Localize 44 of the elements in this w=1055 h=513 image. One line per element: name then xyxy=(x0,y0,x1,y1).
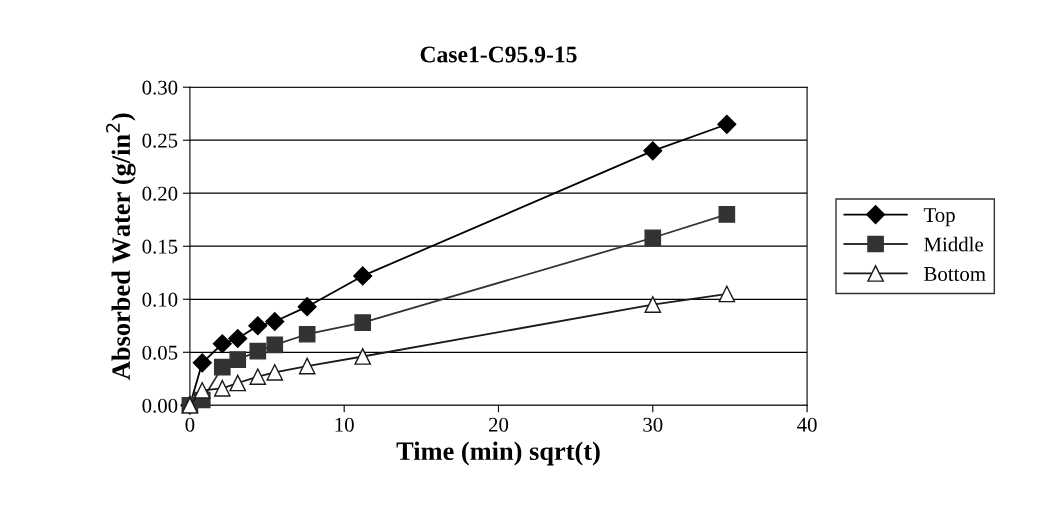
point xyxy=(228,328,248,349)
point xyxy=(297,297,317,317)
point xyxy=(644,229,662,247)
y-tick-label: 0.05 xyxy=(142,345,178,360)
point xyxy=(249,368,267,385)
point xyxy=(213,358,231,376)
point xyxy=(718,285,736,303)
point xyxy=(229,374,247,392)
y-tick-label: 0.00 xyxy=(142,398,178,413)
point xyxy=(213,379,231,397)
point xyxy=(298,325,316,343)
point xyxy=(249,342,267,360)
point xyxy=(193,382,211,399)
x-tick-label: 30 xyxy=(643,417,663,432)
point xyxy=(644,296,662,313)
point xyxy=(266,336,284,354)
point xyxy=(229,351,247,369)
x-tick-label: 40 xyxy=(797,417,817,432)
legend-label: Top xyxy=(923,208,955,227)
x-tick-label: 10 xyxy=(335,417,354,432)
point xyxy=(248,316,268,336)
point xyxy=(354,314,372,331)
point xyxy=(192,353,212,373)
point xyxy=(717,114,737,134)
y-tick-label: 0.25 xyxy=(142,133,178,148)
x-tick-label: 20 xyxy=(488,417,509,432)
y-tick-label: 0.10 xyxy=(142,292,178,307)
point xyxy=(643,141,663,161)
legend-label: Bottom xyxy=(924,267,986,281)
point xyxy=(298,357,316,375)
y-axis-title: Absorbed Water (g/in$^{2}$) xyxy=(106,113,136,380)
legend-label: Middle xyxy=(924,236,983,252)
point xyxy=(212,334,232,354)
y-tick-label: 0.15 xyxy=(142,239,178,254)
point xyxy=(353,266,373,286)
point xyxy=(354,348,372,365)
point xyxy=(266,364,284,381)
point xyxy=(265,311,285,332)
x-axis-title: Time (min) sqrt(t) xyxy=(396,441,600,466)
x-tick-label: 0 xyxy=(185,417,195,432)
y-tick-label: 0.20 xyxy=(142,186,178,201)
chart-title: Case1-C95.9-15 xyxy=(420,46,577,63)
point xyxy=(718,206,736,223)
y-tick-label: 0.30 xyxy=(142,80,178,95)
